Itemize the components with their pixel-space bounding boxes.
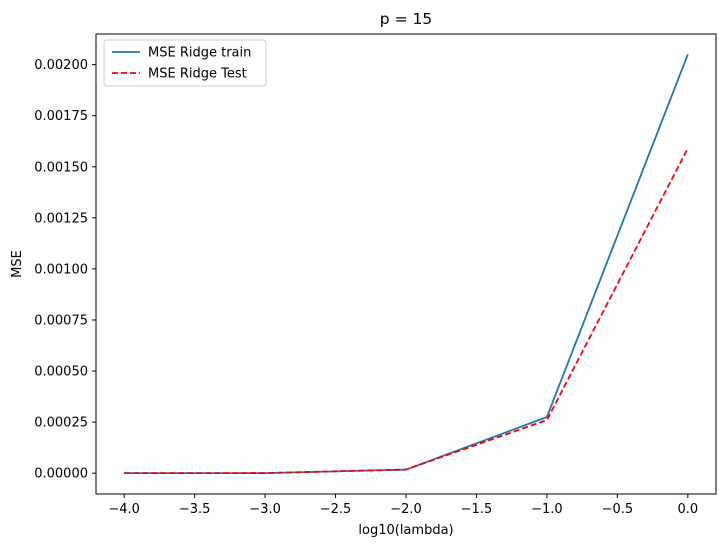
y-tick-label: 0.00025	[34, 416, 88, 431]
legend-label: MSE Ridge Test	[148, 67, 247, 82]
x-tick-label: −2.0	[390, 502, 422, 517]
x-tick-label: 0.0	[677, 502, 698, 517]
legend: MSE Ridge train MSE Ridge Test	[103, 39, 267, 87]
x-tick-label: −4.0	[108, 502, 140, 517]
chart-title: p = 15	[380, 10, 432, 28]
series-layer	[124, 54, 689, 475]
legend-label: MSE Ridge train	[148, 46, 251, 61]
series-line-0	[124, 54, 689, 475]
x-tick-label: −3.5	[179, 502, 211, 517]
x-tick-label: −0.5	[602, 502, 634, 517]
y-tick-label: 0.00075	[34, 313, 88, 328]
y-axis-label: MSE	[10, 250, 25, 278]
y-tick-label: 0.00150	[34, 160, 88, 175]
y-tick-label: 0.00200	[34, 58, 88, 73]
y-tick-label: 0.00100	[34, 262, 88, 277]
y-tick-label: 0.00125	[34, 211, 88, 226]
x-axis-ticks: −4.0 −3.5 −3.0 −2.5 −2.0 −1.5 −1.0 −0.5 0.0	[108, 494, 698, 517]
x-axis-label: log10(lambda)	[358, 523, 453, 538]
x-tick-label: −1.5	[461, 502, 493, 517]
plot-frame	[95, 33, 717, 495]
y-tick-label: 0.00000	[34, 467, 88, 482]
y-axis-ticks: 0.00000 0.00025 0.00050 0.00075 0.00100 0.001…	[34, 58, 96, 482]
x-tick-label: −2.5	[320, 502, 352, 517]
x-tick-label: −3.0	[249, 502, 281, 517]
y-tick-label: 0.00050	[34, 365, 88, 380]
y-tick-label: 0.00175	[34, 109, 88, 124]
x-tick-label: −1.0	[531, 502, 563, 517]
legend-box	[103, 39, 267, 87]
series-line-1	[124, 147, 689, 475]
